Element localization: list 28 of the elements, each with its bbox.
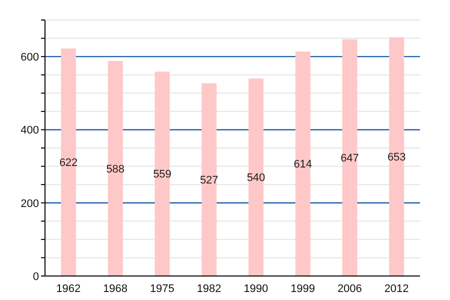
bar — [202, 83, 217, 276]
y-tick-label: 400 — [20, 124, 39, 137]
data-label: 540 — [246, 172, 266, 184]
bar — [248, 78, 264, 276]
data-label: 622 — [59, 157, 78, 170]
y-tick-label: 600 — [20, 51, 39, 64]
x-tick-label: 1990 — [244, 282, 268, 295]
data-label: 614 — [294, 158, 312, 171]
bar — [295, 51, 310, 276]
x-tick-label: 2006 — [337, 282, 362, 295]
x-tick-label: 1975 — [150, 282, 174, 295]
data-label: 588 — [106, 163, 125, 176]
x-tick-label: 1968 — [103, 282, 128, 295]
data-label: 527 — [200, 174, 218, 187]
x-tick-label: 2012 — [384, 282, 409, 295]
y-tick-label: 200 — [20, 198, 39, 210]
data-label: 653 — [387, 152, 406, 164]
x-tick-label: 1982 — [196, 282, 222, 295]
data-label: 647 — [340, 152, 359, 165]
x-tick-label: 1962 — [56, 282, 81, 295]
bar — [108, 60, 123, 276]
data-label: 559 — [153, 168, 172, 181]
x-tick-label: 1999 — [290, 282, 316, 295]
bar — [154, 72, 170, 276]
y-tick-label: 0 — [32, 270, 39, 283]
bar — [61, 48, 76, 276]
bar — [342, 39, 358, 276]
bar — [389, 37, 404, 276]
